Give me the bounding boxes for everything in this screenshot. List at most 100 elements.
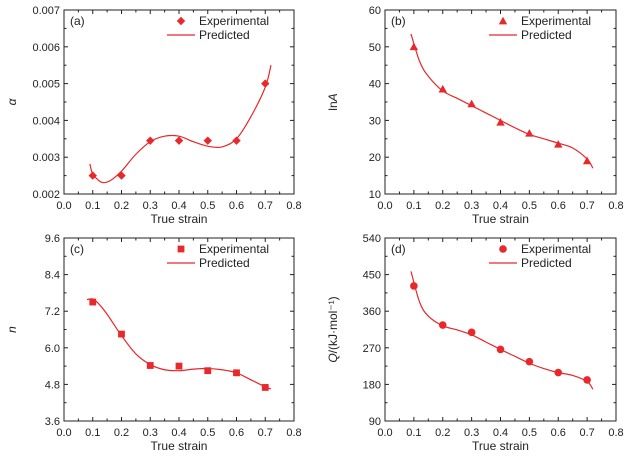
y-tick-label: 6.0 xyxy=(45,343,60,355)
y-axis-label-var: Q xyxy=(326,353,340,362)
legend-experimental-marker xyxy=(177,245,185,253)
plot-frame xyxy=(384,237,617,422)
x-tick-label: 0.6 xyxy=(229,200,244,212)
x-tick-label: 0.6 xyxy=(229,427,244,439)
panel-label: (a) xyxy=(70,14,85,28)
y-axis-label-unit: /(kJ·mol⁻¹) xyxy=(326,296,340,353)
legend-experimental-marker xyxy=(176,16,186,26)
x-tick-label: 0.7 xyxy=(258,427,273,439)
y-tick-label: 8.4 xyxy=(45,270,60,282)
legend-predicted-label: Predicted xyxy=(199,256,250,270)
x-tick-label: 0.2 xyxy=(114,427,129,439)
x-tick-label: 0.4 xyxy=(493,427,508,439)
y-tick-label: 7.2 xyxy=(45,306,60,318)
experimental-point xyxy=(467,99,476,108)
x-tick-label: 0.5 xyxy=(200,200,215,212)
x-tick-label: 0.3 xyxy=(143,427,158,439)
y-tick-label: 0.005 xyxy=(32,79,60,91)
y-tick-label: 0.007 xyxy=(32,5,60,17)
plot-frame xyxy=(63,9,295,195)
legend-predicted-label: Predicted xyxy=(521,256,572,270)
y-tick-label: 0.006 xyxy=(32,42,60,54)
x-tick-label: 0.4 xyxy=(171,200,186,212)
x-tick-label: 0.3 xyxy=(464,200,479,212)
y-axis-label-var: A xyxy=(326,93,340,102)
x-tick-label: 0.6 xyxy=(551,427,566,439)
y-tick-label: 30 xyxy=(369,115,381,127)
plot-frame xyxy=(63,237,295,422)
y-tick-label: 360 xyxy=(363,306,381,318)
y-tick-label: 60 xyxy=(369,5,381,17)
x-tick-label: 0.1 xyxy=(406,427,421,439)
experimental-point xyxy=(554,368,563,377)
plot-frame xyxy=(384,9,617,195)
experimental-point xyxy=(409,42,419,51)
experimental-point xyxy=(203,136,212,145)
y-axis-label: lnA xyxy=(326,93,340,110)
experimental-point xyxy=(438,321,447,329)
x-axis-label: True strain xyxy=(472,212,529,226)
x-tick-label: 0.3 xyxy=(464,427,479,439)
panel-d: 0.0 0.1 0.2 0.3 0.4 0.5 0.6 0.7 0.8 90 180 270 360 45… xyxy=(326,233,624,453)
experimental-point xyxy=(88,171,97,180)
y-tick-label: 4.8 xyxy=(45,379,60,391)
experimental-point xyxy=(175,362,183,370)
x-tick-label: 0.2 xyxy=(114,200,129,212)
experimental-point xyxy=(583,376,591,384)
legend-experimental-marker xyxy=(499,245,507,253)
x-tick-label: 0.7 xyxy=(579,427,594,439)
x-tick-label: 0.5 xyxy=(522,427,537,439)
predicted-line xyxy=(86,298,272,390)
y-tick-label: 10 xyxy=(369,189,381,201)
y-tick-label: 0.002 xyxy=(32,189,60,201)
x-tick-label: 0.8 xyxy=(608,200,623,212)
panel-a: 0.0 0.1 0.2 0.3 0.4 0.5 0.6 0.7 0.8 0.002 0.003 0.0… xyxy=(5,5,302,226)
legend-experimental-label: Experimental xyxy=(199,242,269,256)
x-tick-label: 0.1 xyxy=(85,427,100,439)
x-tick-label: 0.7 xyxy=(258,200,273,212)
x-tick-label: 0.0 xyxy=(377,200,392,212)
experimental-point xyxy=(174,136,184,145)
y-tick-label: 3.6 xyxy=(45,416,60,428)
x-axis-label: True strain xyxy=(151,212,208,226)
experimental-point xyxy=(146,362,154,369)
experimental-point xyxy=(582,156,592,165)
x-tick-label: 0.0 xyxy=(377,427,392,439)
y-axis-label: α xyxy=(5,97,19,105)
y-tick-label: 180 xyxy=(363,379,381,391)
experimental-point xyxy=(554,140,563,148)
legend-predicted-label: Predicted xyxy=(521,28,572,42)
y-tick-label: 0.004 xyxy=(32,115,60,127)
x-tick-label: 0.5 xyxy=(522,200,537,212)
y-tick-label: 450 xyxy=(363,270,381,282)
experimental-point xyxy=(204,367,212,375)
x-tick-label: 0.8 xyxy=(286,427,301,439)
y-tick-label: 20 xyxy=(369,152,381,164)
experimental-point xyxy=(89,298,97,306)
y-tick-label: 270 xyxy=(363,343,381,355)
predicted-line xyxy=(410,33,594,169)
experimental-point xyxy=(261,384,269,391)
panel-label: (c) xyxy=(70,242,84,256)
y-axis-label: n xyxy=(5,326,19,333)
experimental-point xyxy=(146,136,155,145)
y-tick-label: 50 xyxy=(369,42,381,54)
legend-predicted-label: Predicted xyxy=(199,28,250,42)
x-tick-label: 0.4 xyxy=(171,427,186,439)
x-tick-label: 0.2 xyxy=(435,427,450,439)
experimental-point xyxy=(117,171,126,180)
panel-label: (d) xyxy=(391,242,406,256)
y-tick-label: 90 xyxy=(369,416,381,428)
x-tick-label: 0.0 xyxy=(56,200,71,212)
experimental-point xyxy=(525,357,534,366)
legend-experimental-marker xyxy=(498,16,508,25)
x-tick-label: 0.2 xyxy=(435,200,450,212)
y-axis-label-prefix: ln xyxy=(326,101,340,110)
x-tick-label: 0.1 xyxy=(406,200,421,212)
experimental-point xyxy=(496,118,505,126)
legend-experimental-label: Experimental xyxy=(199,14,269,28)
experimental-point xyxy=(233,369,240,377)
x-tick-label: 0.7 xyxy=(579,200,594,212)
experimental-point xyxy=(118,330,125,338)
